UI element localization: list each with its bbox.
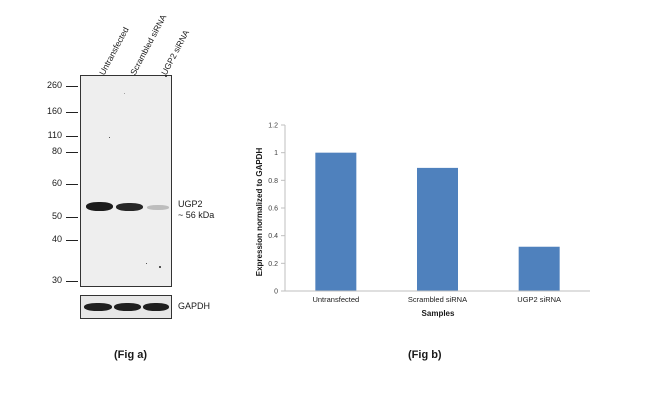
x-tick-label: UGP2 siRNA: [517, 295, 561, 304]
loading-control-label: GAPDH: [178, 301, 211, 311]
y-axis-title: Expression normalized to GAPDH: [255, 148, 264, 277]
y-tick-label: 0.2: [268, 261, 278, 268]
mw-marker-50: 50: [51, 211, 62, 221]
gapdh-band-ugp2-sirna: [143, 303, 169, 311]
ugp2-blot-panel: [80, 75, 172, 287]
gapdh-band-scrambled-sirna: [114, 303, 141, 311]
x-tick-label: Scrambled siRNA: [408, 295, 467, 304]
y-tick-label: 0.4: [268, 233, 278, 240]
target-label: UGP2: [178, 199, 203, 209]
mw-tick: [66, 136, 78, 137]
fig-a-caption: (Fig a): [114, 349, 147, 361]
y-tick-label: 0.8: [268, 178, 278, 185]
mw-marker-260: 260: [46, 80, 62, 90]
band-untransfected: [86, 202, 113, 211]
mw-marker-40: 40: [51, 234, 62, 244]
mw-tick: [66, 112, 78, 113]
bar-scrambled-sirna: [417, 167, 458, 291]
mw-marker-160: 160: [46, 106, 62, 116]
mw-tick: [66, 184, 78, 185]
blot-speck: [146, 263, 147, 264]
x-tick-label: Untransfected: [312, 295, 359, 304]
blot-speck: [124, 93, 125, 94]
mw-tick: [66, 152, 78, 153]
y-tick-label: 0.6: [268, 206, 278, 213]
blot-speck: [159, 266, 161, 268]
y-tick-label: 0: [274, 289, 278, 296]
mw-marker-60: 60: [51, 178, 62, 188]
mw-marker-30: 30: [51, 275, 62, 285]
bar-untransfected: [315, 152, 357, 291]
band-ugp2-sirna: [147, 205, 169, 210]
gapdh-blot-panel: [80, 295, 172, 319]
mw-tick: [66, 86, 78, 87]
mw-tick: [66, 240, 78, 241]
gapdh-band-untransfected: [84, 303, 112, 311]
target-size-label: ~ 56 kDa: [178, 210, 215, 220]
bar-ugp2-sirna: [518, 246, 560, 291]
fig-b-caption: (Fig b): [408, 349, 442, 361]
blot-speck: [165, 75, 167, 77]
y-tick-label: 1.2: [268, 123, 278, 130]
y-tick-label: 1: [274, 150, 278, 157]
x-axis-title: Samples: [422, 309, 455, 318]
mw-tick: [66, 281, 78, 282]
blot-speck: [109, 137, 110, 138]
mw-marker-80: 80: [51, 146, 62, 156]
mw-tick: [66, 217, 78, 218]
band-scrambled-sirna: [116, 203, 143, 211]
mw-marker-110: 110: [47, 130, 62, 140]
